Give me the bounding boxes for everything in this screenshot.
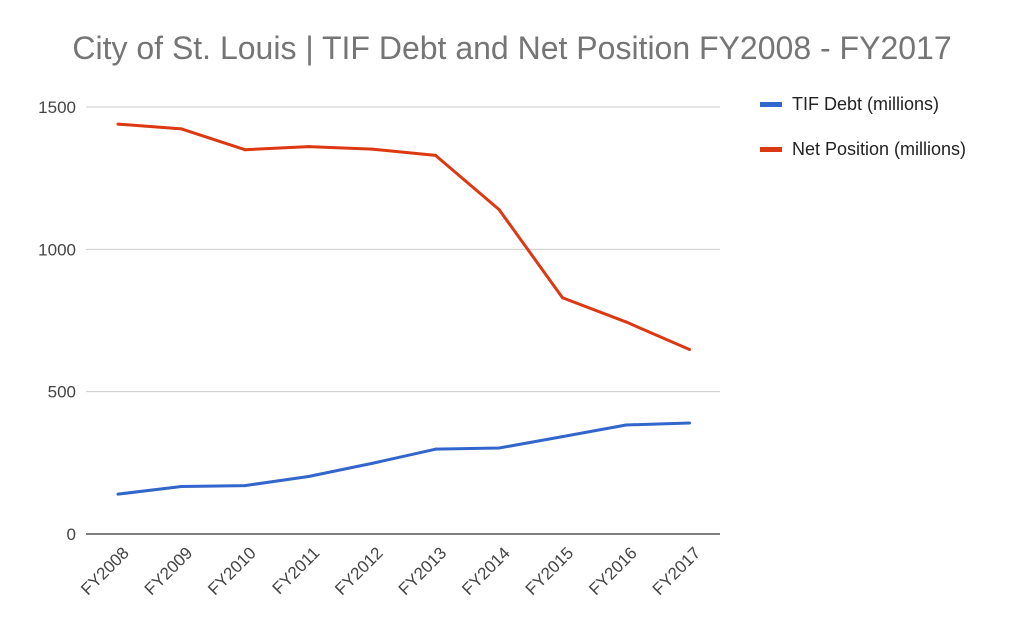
x-tick-label-fy2013: FY2013 <box>395 543 451 599</box>
y-axis-ticks: 0 500 1000 1500 <box>38 98 76 544</box>
data-point-1-2[interactable] <box>243 148 247 152</box>
data-point-0-7[interactable] <box>561 435 564 439</box>
data-point-0-0[interactable] <box>116 492 120 496</box>
x-tick-label-fy2010: FY2010 <box>204 543 260 599</box>
legend-label-net-position: Net Position (millions) <box>792 138 967 159</box>
data-point-1-0[interactable] <box>116 122 120 126</box>
data-point-1-1[interactable] <box>180 127 183 131</box>
legend-item-tif-debt[interactable]: TIF Debt (millions) <box>760 92 966 116</box>
legend-swatch-net-position <box>760 146 782 152</box>
series-line-1[interactable] <box>117 122 691 351</box>
y-tick-label: 1000 <box>38 240 76 259</box>
data-point-0-2[interactable] <box>243 484 247 488</box>
series-lines <box>116 122 691 496</box>
data-point-1-3[interactable] <box>307 145 310 149</box>
series-line-0[interactable] <box>117 421 690 496</box>
x-tick-label-fy2016: FY2016 <box>585 543 641 599</box>
y-tick-label: 500 <box>48 383 76 402</box>
data-point-1-4[interactable] <box>370 147 374 151</box>
data-point-0-8[interactable] <box>624 423 628 427</box>
legend-label-tif-debt: TIF Debt (millions) <box>792 93 940 114</box>
x-tick-label-fy2015: FY2015 <box>522 543 578 599</box>
data-point-0-3[interactable] <box>307 474 310 478</box>
legend: TIF Debt (millions) Net Position (millio… <box>760 92 966 182</box>
data-point-0-9[interactable] <box>688 421 691 425</box>
x-tick-label-fy2012: FY2012 <box>331 543 387 599</box>
x-axis-ticks: FY2008 FY2009 FY2010 FY2011 FY2012 FY2013 FY20… <box>77 543 704 599</box>
x-tick-label-fy2009: FY2009 <box>141 543 197 599</box>
x-tick-label-fy2017: FY2017 <box>649 543 705 599</box>
data-point-1-7[interactable] <box>561 296 564 300</box>
data-point-1-8[interactable] <box>624 320 628 324</box>
data-point-0-5[interactable] <box>434 447 437 451</box>
gridlines <box>86 106 720 535</box>
legend-item-net-position[interactable]: Net Position (millions) <box>760 137 966 161</box>
x-tick-label-fy2014: FY2014 <box>458 543 514 599</box>
y-tick-label: 0 <box>67 525 76 544</box>
data-point-1-6[interactable] <box>497 207 501 211</box>
data-point-0-6[interactable] <box>497 446 501 450</box>
x-tick-label-fy2008: FY2008 <box>77 543 133 599</box>
x-tick-label-fy2011: FY2011 <box>269 543 324 598</box>
legend-swatch-tif-debt <box>760 101 782 107</box>
chart-title: City of St. Louis | TIF Debt and Net Pos… <box>72 30 952 66</box>
data-point-1-5[interactable] <box>434 153 437 157</box>
data-point-1-9[interactable] <box>688 348 691 352</box>
y-tick-label: 1500 <box>38 98 76 117</box>
data-point-0-1[interactable] <box>180 484 183 488</box>
data-point-0-4[interactable] <box>370 461 374 465</box>
